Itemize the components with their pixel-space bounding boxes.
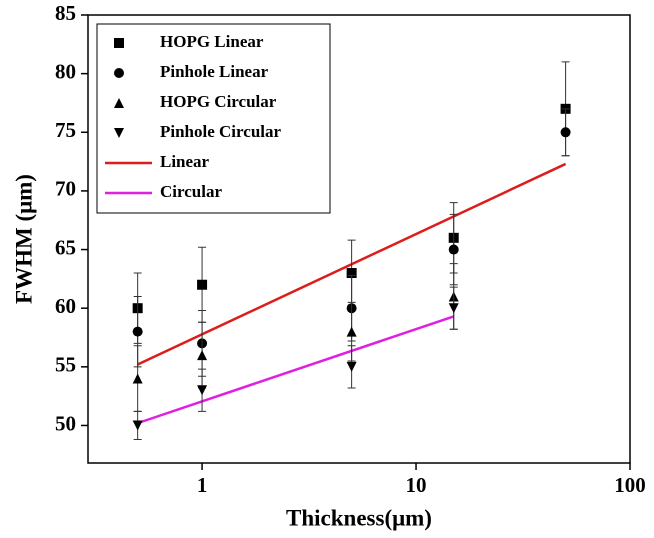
marker-triangle-down (132, 420, 143, 431)
marker-circle (560, 127, 571, 138)
marker-triangle-down (197, 385, 208, 396)
x-axis-label: Thickness(μm) (286, 505, 432, 530)
marker-square (197, 279, 208, 290)
y-tick-label: 85 (55, 1, 76, 25)
marker-circle (132, 326, 143, 337)
x-tick-label: 10 (406, 473, 427, 497)
fit-line (137, 315, 455, 425)
legend-label: Circular (160, 182, 222, 201)
y-tick-label: 55 (55, 353, 76, 377)
legend-label: Linear (160, 152, 210, 171)
y-tick-label: 75 (55, 118, 76, 142)
marker-circle (448, 244, 459, 255)
y-tick-label: 50 (55, 411, 76, 435)
y-tick-label: 60 (55, 294, 76, 318)
x-tick-label: 100 (614, 473, 646, 497)
legend-label: Pinhole Circular (160, 122, 281, 141)
legend-box (96, 23, 331, 214)
legend-label: HOPG Circular (160, 92, 277, 111)
x-tick-label: 1 (197, 473, 208, 497)
marker-triangle-down (346, 361, 357, 372)
y-tick-label: 70 (55, 177, 76, 201)
marker-circle (114, 68, 124, 78)
marker-triangle-up (114, 98, 124, 108)
y-tick-label: 65 (55, 235, 76, 259)
legend-label: HOPG Linear (160, 32, 264, 51)
marker-triangle-down (448, 303, 459, 314)
marker-triangle-up (132, 373, 143, 384)
marker-triangle-down (114, 128, 124, 138)
marker-triangle-up (346, 326, 357, 337)
marker-triangle-up (197, 350, 208, 361)
y-axis-label: FWHM (μm) (11, 174, 36, 304)
marker-square (114, 38, 124, 48)
plot-frame (87, 14, 631, 464)
y-tick-label: 80 (55, 59, 76, 83)
legend-label: Pinhole Linear (160, 62, 269, 81)
marker-square (346, 268, 357, 279)
